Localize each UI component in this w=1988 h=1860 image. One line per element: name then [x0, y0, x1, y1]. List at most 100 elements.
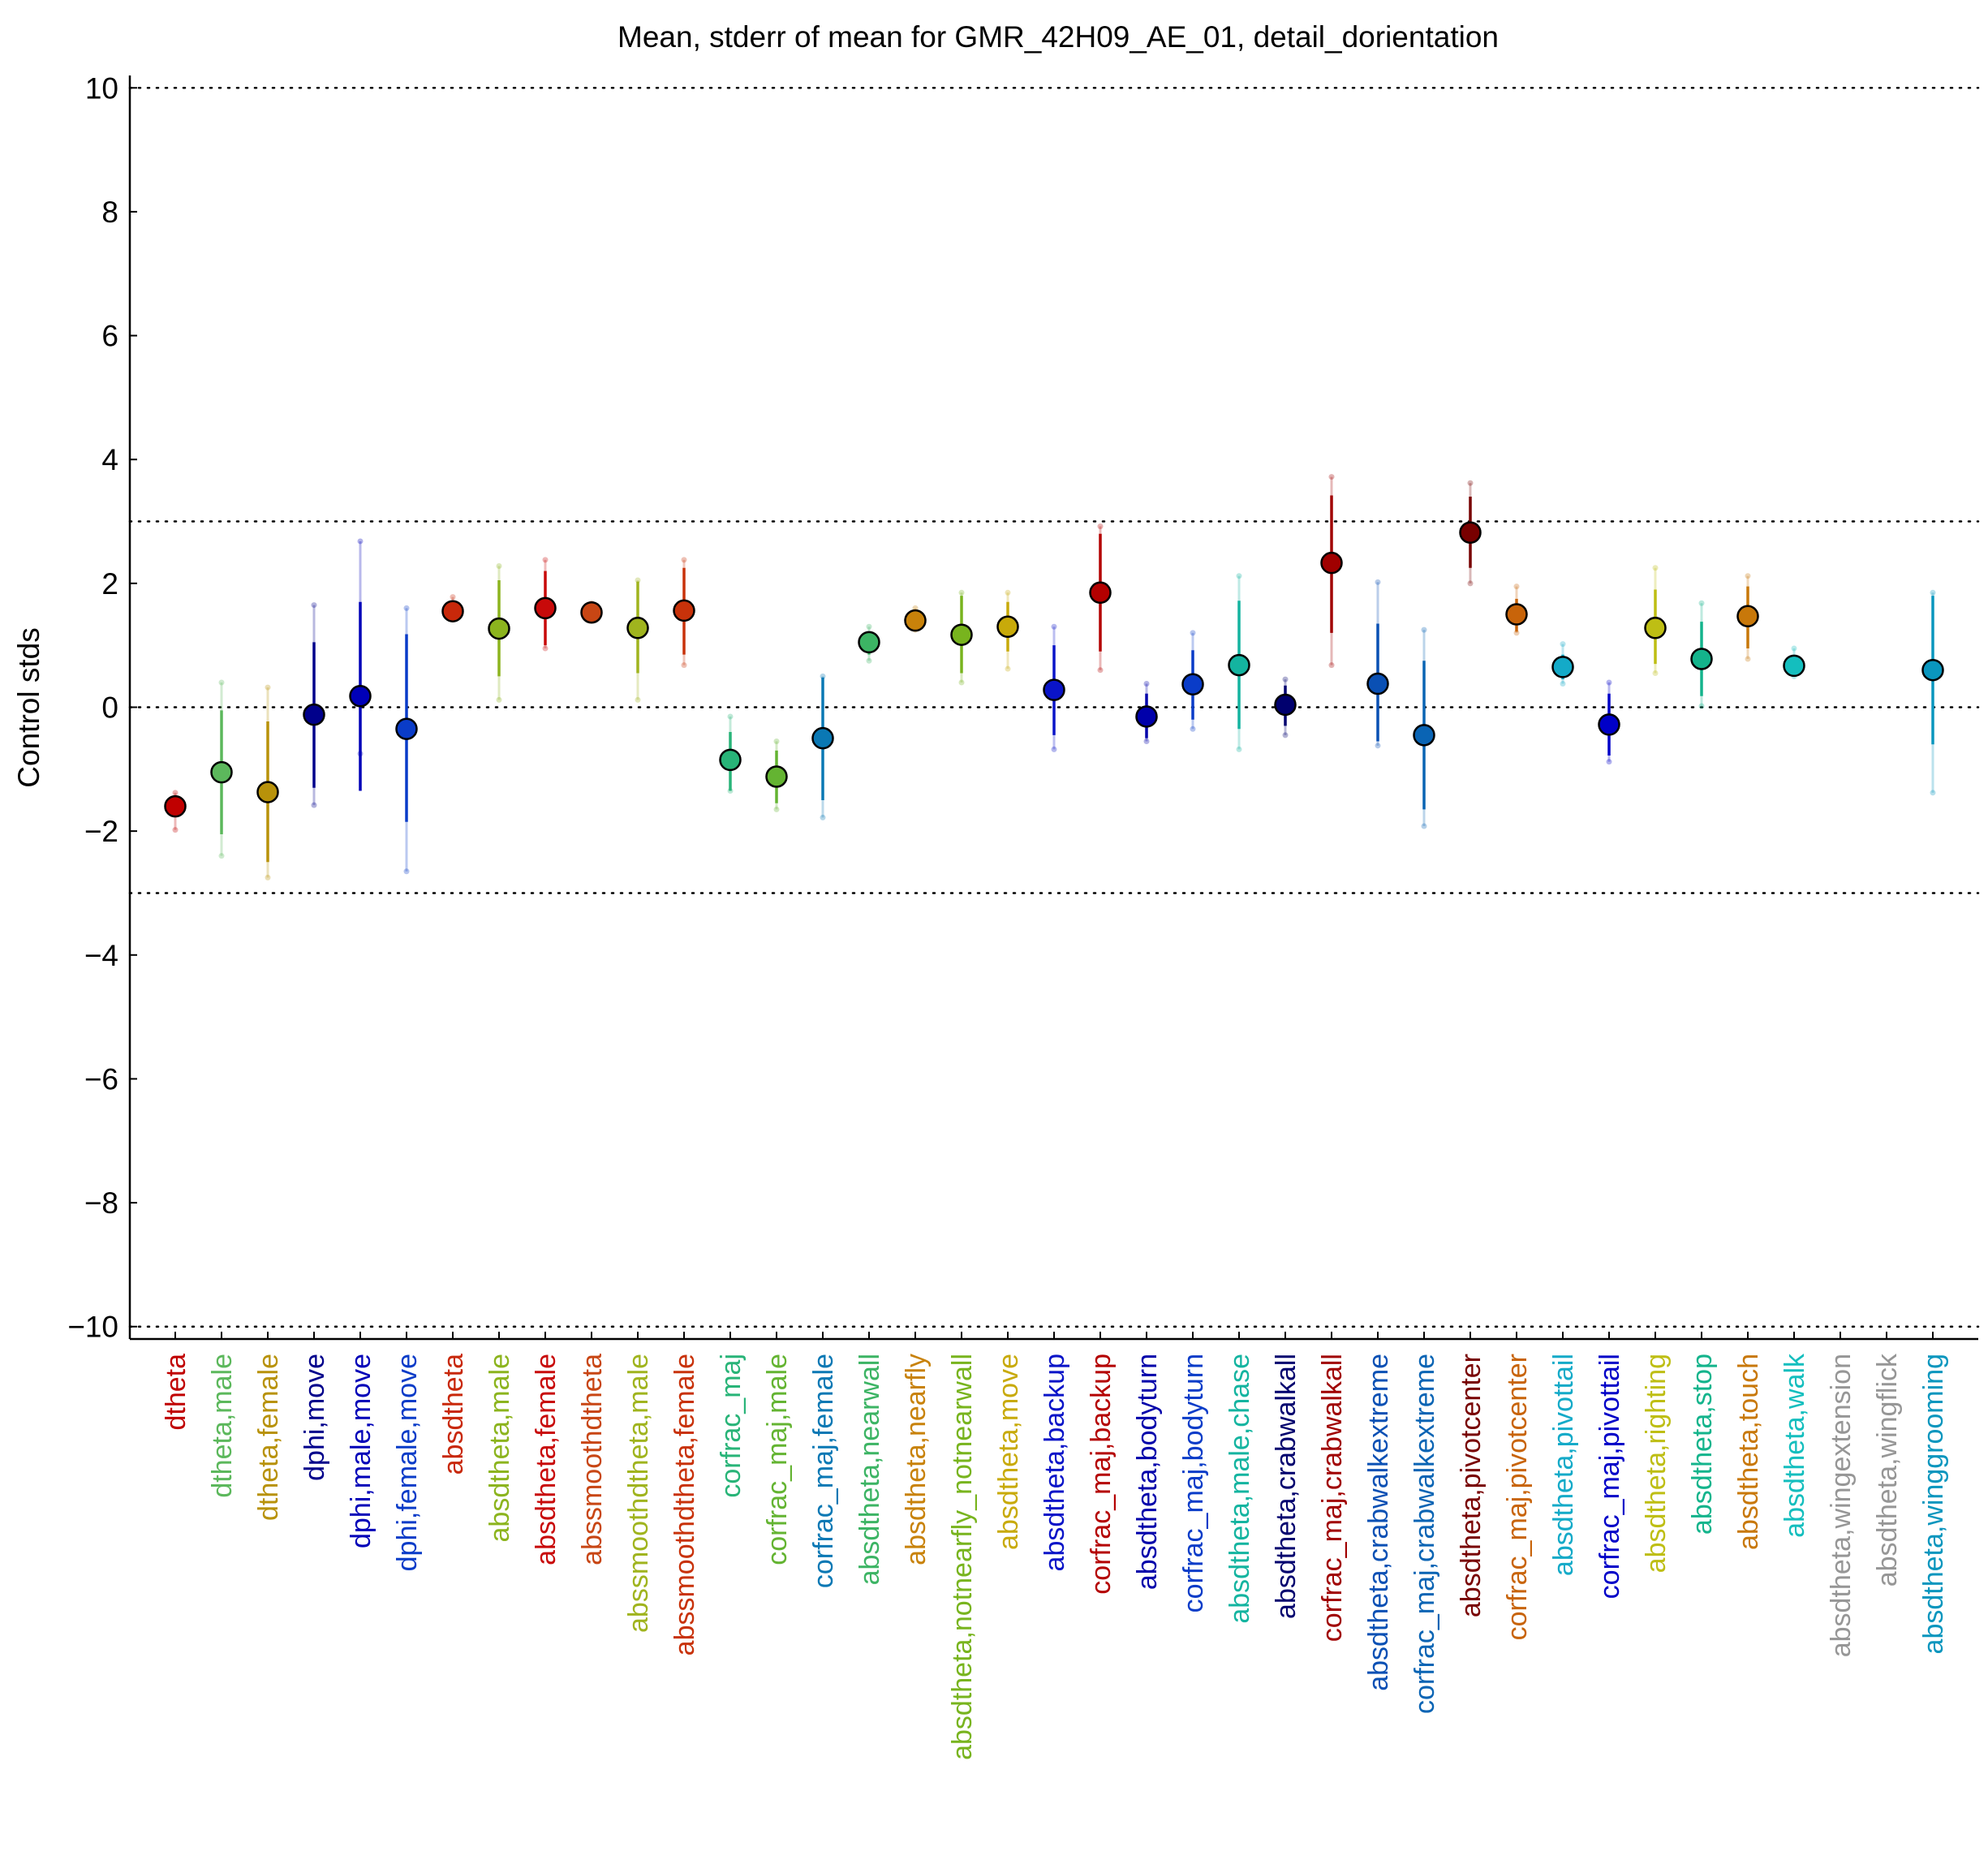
range-end-bottom [1930, 790, 1936, 796]
x-tick-label: corfrac_maj,male [762, 1354, 793, 1565]
range-end-top [1328, 474, 1335, 480]
mean-point [256, 781, 279, 803]
mean-point [765, 765, 788, 788]
x-tick-label: corfrac_maj,backup [1086, 1354, 1117, 1595]
mean-point [811, 726, 834, 750]
x-tick-label: absdtheta,crabwalkall [1271, 1354, 1302, 1619]
mean-point [395, 717, 418, 740]
x-tick-label: absdtheta,male [484, 1354, 515, 1543]
range-end-bottom [866, 657, 872, 664]
y-axis-ticks: 10 8 6 4 2 0 −2 −4 −6 −8 −10 [67, 71, 137, 1344]
mean-point [1736, 605, 1759, 628]
x-tick-label: absdtheta,touch [1733, 1354, 1764, 1550]
range-end-top [1190, 630, 1196, 636]
x-tick-label: corfrac_maj,pivottail [1594, 1354, 1625, 1599]
x-tick-label: dphi,male,move [346, 1354, 377, 1548]
mean-point [534, 596, 557, 620]
y-tick-label: −6 [84, 1062, 118, 1096]
y-tick-label: −8 [84, 1186, 118, 1220]
range-end-top [1652, 565, 1659, 571]
x-tick-label: absdtheta,female [531, 1354, 562, 1565]
mean-point [858, 631, 880, 654]
range-end-bottom [1328, 662, 1335, 669]
range-end-bottom [1190, 725, 1196, 732]
mean-point [1228, 653, 1250, 677]
x-tick-label: abssmoothdtheta,male [623, 1354, 654, 1633]
mean-point [1783, 654, 1805, 678]
mean-point [1366, 672, 1389, 695]
y-tick-label: 10 [85, 71, 118, 105]
range-end-top [172, 790, 179, 796]
mean-point [1181, 673, 1204, 696]
mean-point [1089, 581, 1112, 605]
range-end-bottom [820, 814, 826, 820]
range-end-top [496, 562, 502, 569]
x-tick-label: absdtheta,bodyturn [1132, 1354, 1163, 1590]
x-tick-label: dphi,female,move [392, 1354, 423, 1571]
range-end-bottom [773, 806, 780, 812]
range-end-bottom [1097, 667, 1104, 674]
range-end-bottom [1467, 580, 1474, 587]
y-tick-label: 0 [101, 691, 118, 725]
x-tick-label: absdtheta,move [993, 1354, 1024, 1550]
x-tick-label: corfrac_maj,pivotcenter [1502, 1354, 1533, 1640]
mean-point [719, 748, 742, 772]
mean-point [1551, 656, 1574, 678]
range-end-bottom [1606, 759, 1612, 765]
range-end-top [866, 623, 872, 630]
x-tick-label: absdtheta,male,chase [1224, 1354, 1255, 1624]
range-end-top [1051, 623, 1057, 630]
chart-title: Mean, stderr of mean for GMR_42H09_AE_01… [617, 20, 1499, 54]
y-tick-label: 4 [101, 443, 118, 476]
y-tick-label: −10 [67, 1311, 118, 1344]
mean-point [950, 623, 973, 646]
range-end-bottom [635, 696, 641, 703]
range-end-bottom [496, 696, 502, 703]
range-end-top [1606, 679, 1612, 686]
range-end-top [1791, 645, 1797, 652]
x-tick-label: absdtheta,winggrooming [1918, 1354, 1949, 1654]
x-axis-labels: dtheta dtheta,male dtheta,female dphi,move d… [161, 1353, 1949, 1760]
range-end-top [1930, 589, 1936, 596]
range-end-top [1467, 480, 1474, 486]
x-tick-label: absdtheta,crabwalkextreme [1363, 1354, 1394, 1691]
range-end-bottom [265, 874, 271, 880]
y-tick-label: −4 [84, 939, 118, 972]
range-end-bottom [403, 868, 410, 875]
x-tick-label: absdtheta,pivottail [1548, 1354, 1579, 1576]
x-tick-label: dtheta,female [253, 1354, 284, 1521]
range-end-bottom [218, 853, 225, 859]
mean-point [303, 703, 325, 726]
range-end-top [1097, 523, 1104, 530]
range-end-top [403, 605, 410, 611]
range-end-bottom [1005, 665, 1011, 672]
x-tick-label: absdtheta,notnearfly_notnearwall [947, 1354, 978, 1760]
mean-point [1690, 648, 1713, 670]
mean-point [1921, 658, 1944, 682]
mean-point [1644, 617, 1667, 639]
x-tick-label: abssmoothdtheta,female [669, 1354, 700, 1655]
range-end-bottom [1560, 680, 1566, 687]
y-tick-label: 6 [101, 320, 118, 353]
range-end-top [681, 557, 687, 563]
range-end-top [1421, 626, 1427, 633]
range-end-top [357, 538, 364, 545]
range-end-top [1375, 579, 1381, 585]
mean-point [626, 617, 649, 639]
mean-point [996, 615, 1019, 639]
range-end-top [773, 738, 780, 744]
mean-point [349, 685, 372, 708]
range-end-bottom [1652, 670, 1659, 677]
range-end-bottom [958, 679, 965, 686]
range-end-top [450, 594, 456, 601]
x-tick-label: dtheta [161, 1354, 191, 1431]
mean-point [210, 760, 233, 784]
range-end-top [265, 684, 271, 691]
mean-point [1505, 603, 1528, 626]
range-end-bottom [681, 662, 687, 669]
mean-point [1413, 724, 1435, 747]
mean-point [1135, 705, 1158, 728]
range-end-bottom [1282, 732, 1289, 738]
range-end-top [218, 679, 225, 686]
range-end-top [1005, 589, 1011, 596]
